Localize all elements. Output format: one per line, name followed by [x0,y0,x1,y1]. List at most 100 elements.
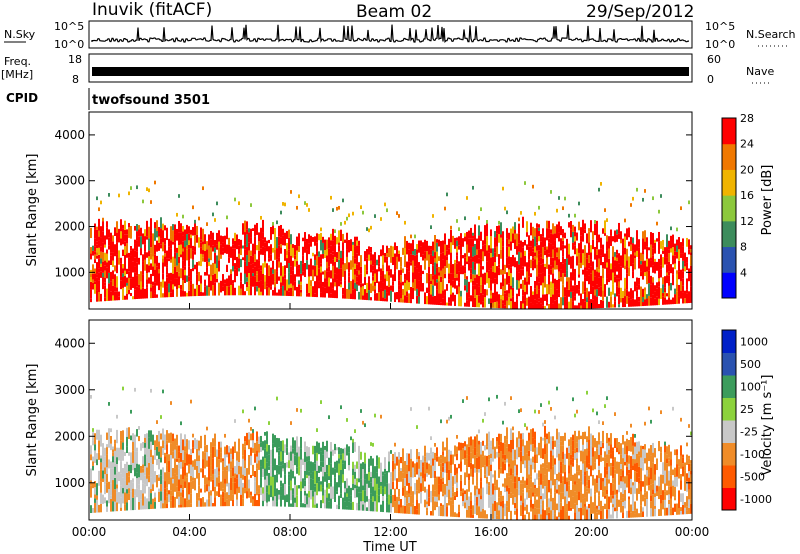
echo-cell [152,246,154,257]
echo-cell [430,465,432,479]
echo-cell [172,451,174,459]
echo-cell [98,480,100,486]
echo-cell [564,496,566,500]
echo-cell [232,238,234,245]
echo-cell [532,462,534,470]
echo-cell [288,284,290,289]
echo-cell [212,458,214,470]
echo-cell [612,478,614,484]
echo-cell [572,255,574,269]
echo-cell [582,508,584,516]
echo-cell [674,243,676,252]
echo-cell [160,469,162,476]
echo-cell [164,238,166,245]
echo-cell [664,452,666,463]
echo-cell [206,241,208,250]
echo-cell [452,454,454,465]
echo-cell [116,457,118,465]
echo-cell [534,454,536,464]
echo-cell [624,461,626,466]
echo-cell [580,241,582,254]
echo-cell [530,286,532,298]
echo-cell [484,244,486,257]
echo-cell [588,508,590,520]
echo-cell [514,301,516,309]
echo-cell [232,459,234,468]
echo-cell [332,259,334,266]
echo-cell [270,460,272,465]
echo-cell [404,255,406,267]
echo-cell [690,463,692,467]
echo-cell [572,231,574,243]
echo-cell [534,299,536,309]
echo-cell [376,465,378,473]
echo-cell [570,489,572,498]
echo-cell [388,248,390,258]
echo-cell [410,243,412,255]
echo-cell [328,248,330,255]
echo-cell [638,301,640,307]
echo-cell [446,250,448,257]
echo-cell [386,271,388,282]
echo-cell [268,472,270,486]
echo-cell [212,212,214,217]
echo-cell [516,261,518,271]
echo-cell [342,264,344,277]
echo-cell [204,279,206,287]
echo-cell [196,234,198,243]
echo-cell [236,234,238,246]
echo-cell [168,238,170,247]
echo-cell [686,237,688,247]
echo-cell [364,289,366,300]
echo-cell [228,482,230,495]
echo-cell [650,275,652,285]
echo-cell [506,246,508,258]
echo-cell [598,272,600,278]
echo-cell [324,270,326,279]
echo-cell [176,247,178,253]
echo-cell [628,510,630,518]
echo-cell [582,473,584,485]
echo-cell [346,288,348,299]
echo-cell [238,486,240,493]
echo-cell [486,455,488,467]
echo-cell [342,242,344,251]
echo-cell [124,270,126,276]
echo-cell [558,303,560,309]
echo-cell [326,487,328,498]
echo-cell [476,457,478,470]
echo-cell [470,258,472,269]
echo-cell [386,470,388,484]
echo-cell [510,301,512,309]
echo-cell [604,466,606,478]
echo-cell [558,443,560,454]
echo-cell [332,265,334,279]
echo-cell [668,499,670,505]
echo-cell [670,451,672,460]
echo-cell [584,281,586,292]
echo-cell [178,504,180,508]
echo-cell [452,264,454,274]
echo-cell [462,270,464,275]
echo-cell [250,491,252,495]
echo-cell [204,484,206,493]
echo-cell [668,249,670,254]
echo-cell [376,259,378,266]
echo-cell [436,263,438,268]
echo-cell [152,472,154,485]
echo-cell [622,238,624,243]
echo-cell [460,254,462,267]
echo-cell [418,459,420,469]
echo-cell [110,291,112,301]
echo-cell [326,268,328,272]
echo-cell [612,284,614,295]
echo-cell [256,281,258,287]
echo-cell [356,253,358,265]
echo-cell [96,229,98,242]
echo-cell [160,491,162,501]
echo-cell [446,473,448,486]
echo-cell [520,505,522,516]
echo-cell [490,248,492,254]
echo-cell [642,261,644,271]
echo-cell [288,497,290,507]
